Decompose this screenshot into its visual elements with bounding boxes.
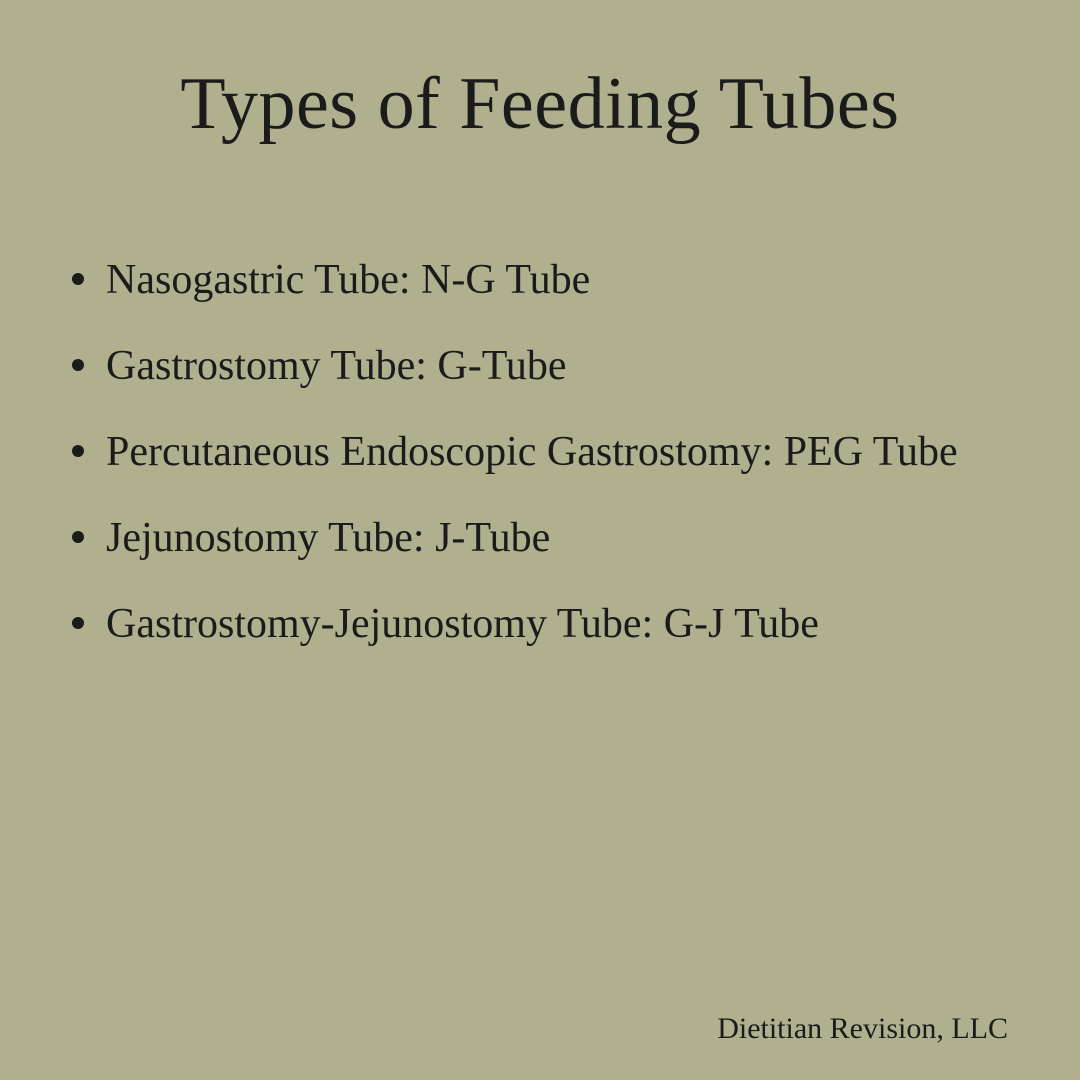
footer-attribution: Dietitian Revision, LLC	[717, 1012, 1008, 1046]
page-title: Types of Feeding Tubes	[0, 0, 1080, 147]
list-item: Gastrostomy-Jejunostomy Tube: G-J Tube	[58, 581, 1022, 667]
list-item: Nasogastric Tube: N-G Tube	[58, 237, 1022, 323]
list-item: Gastrostomy Tube: G-Tube	[58, 323, 1022, 409]
tube-types-list: Nasogastric Tube: N-G Tube Gastrostomy T…	[0, 147, 1080, 667]
list-item: Jejunostomy Tube: J-Tube	[58, 495, 1022, 581]
list-item: Percutaneous Endoscopic Gastrostomy: PEG…	[58, 409, 1022, 495]
